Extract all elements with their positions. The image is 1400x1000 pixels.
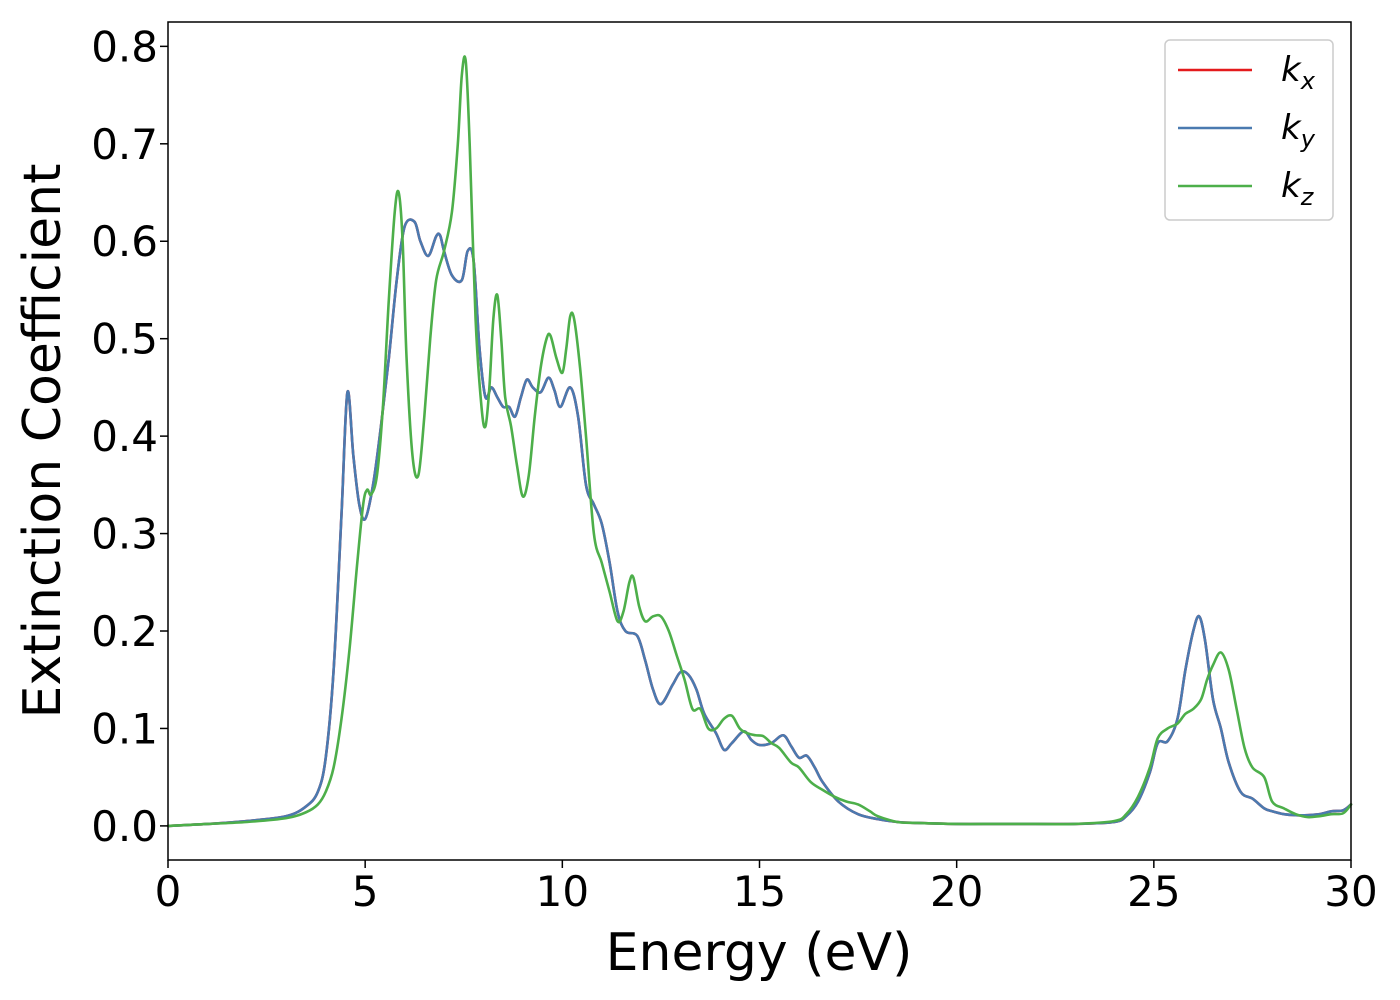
x-axis-title: Energy (eV) bbox=[606, 923, 913, 983]
x-axis-ticks: 0 5 10 15 20 25 30 bbox=[155, 860, 1378, 916]
series-line-ky bbox=[166, 218, 1353, 828]
x-tick-label: 30 bbox=[1324, 867, 1377, 916]
y-tick-label: 0.2 bbox=[91, 607, 158, 656]
legend-box bbox=[1164, 39, 1334, 221]
series-layer bbox=[166, 55, 1353, 828]
x-tick-label: 10 bbox=[536, 867, 589, 916]
x-tick-label: 0 bbox=[155, 867, 182, 916]
series-line-kz bbox=[166, 55, 1353, 828]
y-axis-ticks: 0.0 0.1 0.2 0.3 0.4 0.5 0.6 0.7 0.8 bbox=[91, 22, 168, 851]
y-tick-label: 0.1 bbox=[91, 704, 158, 753]
y-tick-label: 0.7 bbox=[91, 120, 158, 169]
y-tick-label: 0.0 bbox=[91, 802, 158, 851]
y-tick-label: 0.5 bbox=[91, 315, 158, 364]
y-tick-label: 0.3 bbox=[91, 510, 158, 559]
x-tick-label: 15 bbox=[733, 867, 786, 916]
y-tick-label: 0.4 bbox=[91, 412, 158, 461]
y-tick-label: 0.6 bbox=[91, 217, 158, 266]
x-tick-label: 5 bbox=[352, 867, 379, 916]
x-tick-label: 25 bbox=[1127, 867, 1180, 916]
y-axis-title: Extinction Coefficient bbox=[13, 164, 73, 719]
y-tick-label: 0.8 bbox=[91, 22, 158, 71]
x-tick-label: 20 bbox=[930, 867, 983, 916]
